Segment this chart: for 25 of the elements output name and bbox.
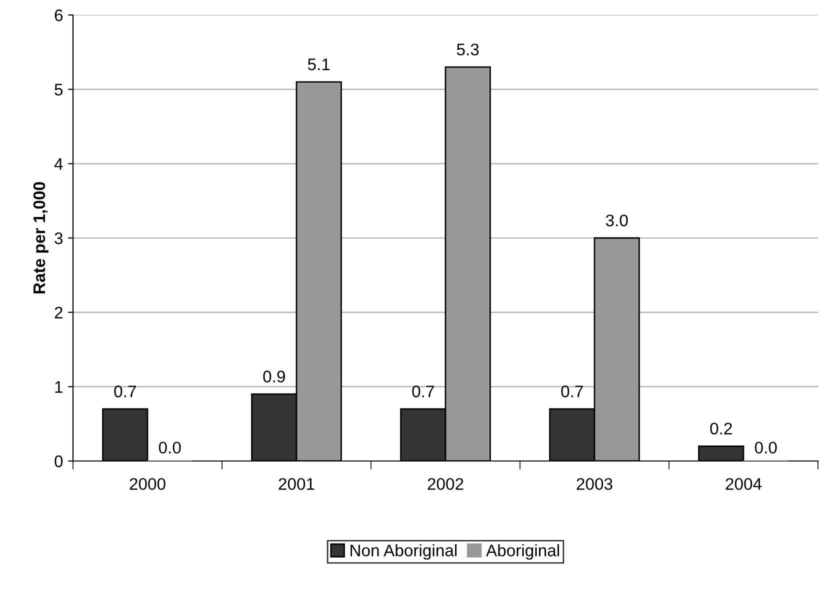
y-tick-label: 5 xyxy=(54,84,63,96)
y-tick-label: 6 xyxy=(54,9,63,22)
y-tick-label: 1 xyxy=(55,381,62,393)
x-tick-label: 2004 xyxy=(726,478,762,490)
y-tick-label: 0 xyxy=(54,455,63,468)
data-label: 0.9 xyxy=(263,370,285,382)
data-label: 0.0 xyxy=(754,442,777,454)
y-tick-label: 4 xyxy=(54,158,63,170)
y-tick-label: 2 xyxy=(54,306,62,318)
data-label: 3.0 xyxy=(606,214,628,226)
data-label: 0.7 xyxy=(561,386,583,398)
legend-label: Non Aboriginal xyxy=(350,544,457,560)
data-label: 5.1 xyxy=(308,58,330,70)
x-tick-label: 2000 xyxy=(130,478,166,490)
data-label: 5.3 xyxy=(456,44,479,56)
x-tick-label: 2001 xyxy=(278,478,314,490)
data-label: 0.7 xyxy=(114,386,136,398)
legend-label: Aboriginal xyxy=(486,544,559,560)
x-tick-label: 2002 xyxy=(428,478,464,490)
data-label: 0.7 xyxy=(412,386,434,398)
x-tick-label: 2003 xyxy=(576,478,612,490)
data-label: 0.2 xyxy=(710,422,732,435)
y-axis-title: Rate per 1,000 xyxy=(33,182,48,294)
y-tick-label: 3 xyxy=(54,232,63,244)
data-label: 0.0 xyxy=(158,442,181,454)
